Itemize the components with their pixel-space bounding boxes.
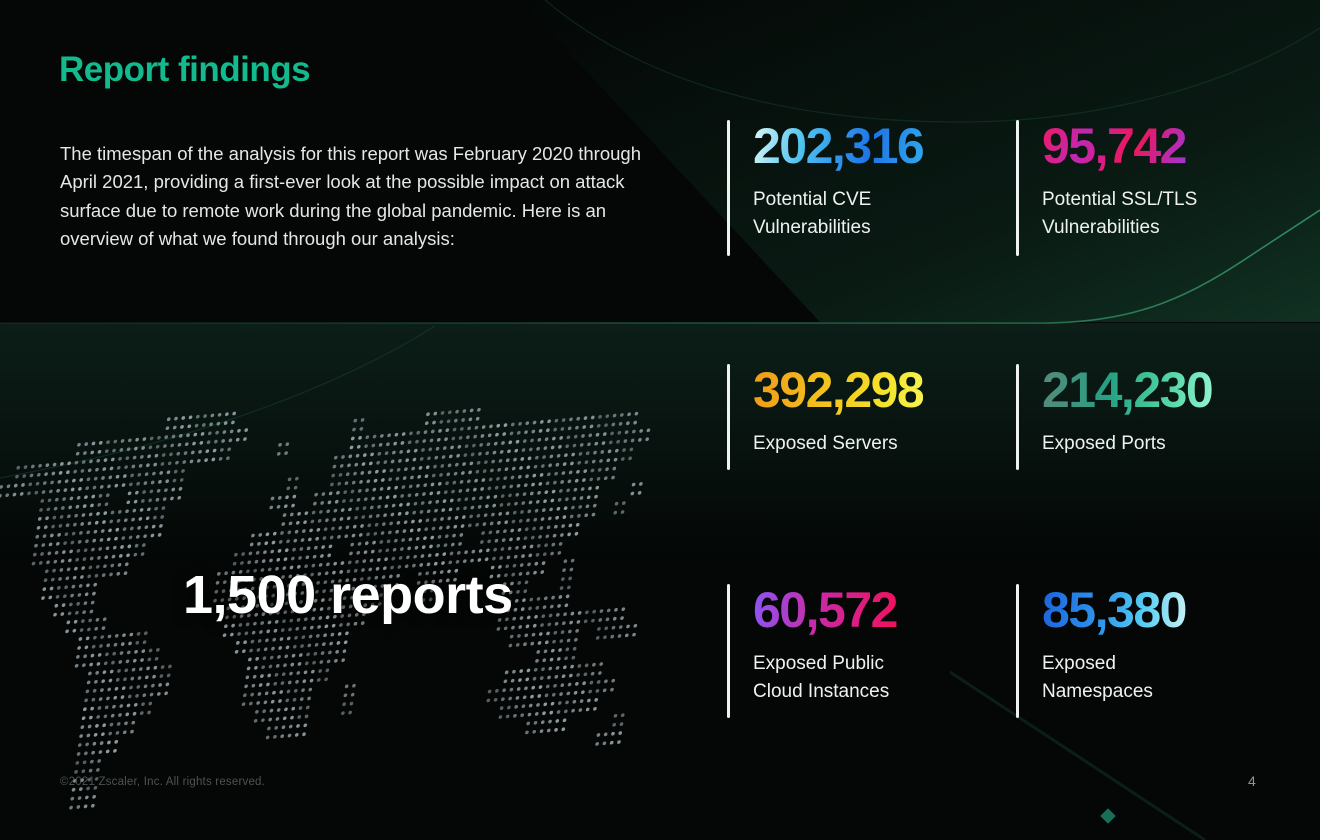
stat-potential-ssl-tls-vulnerabilities: 95,742 Potential SSL/TLS Vulnerabilities xyxy=(1016,120,1197,256)
stat-value: 202,316 xyxy=(753,118,925,174)
stat-value: 392,298 xyxy=(753,362,925,418)
stat-divider-bar xyxy=(1016,364,1019,470)
stat-value: 95,742 xyxy=(1042,120,1197,173)
diamond-accent xyxy=(1100,808,1116,824)
stat-divider-bar xyxy=(1016,584,1019,718)
stat-divider-bar xyxy=(1016,120,1019,256)
stat-divider-bar xyxy=(727,364,730,470)
stat-value: 60,572 xyxy=(753,582,898,638)
stat-label: Exposed Ports xyxy=(1042,430,1212,458)
stat-label: Exposed Public Cloud Instances xyxy=(753,650,897,706)
stat-exposed-servers: 392,298 Exposed Servers xyxy=(727,362,925,470)
stat-label-line: Cloud Instances xyxy=(753,681,890,702)
stat-value: 85,380 xyxy=(1042,582,1187,638)
map-caption: 1,500 reports xyxy=(183,565,513,625)
stat-exposed-namespaces: 85,380 Exposed Namespaces xyxy=(1016,582,1187,718)
stat-label-line: Exposed Ports xyxy=(1042,433,1166,454)
stat-label-line: Exposed Public xyxy=(753,653,884,674)
stat-divider-bar xyxy=(727,120,730,256)
stat-exposed-ports: 214,230 Exposed Ports xyxy=(1016,362,1214,470)
stat-value: 214,230 xyxy=(1042,362,1214,418)
page-title: Report findings xyxy=(59,50,311,89)
page-number: 4 xyxy=(1248,773,1256,789)
stat-label-line: Potential SSL/TLS xyxy=(1042,189,1198,210)
stat-potential-cve-vulnerabilities: 202,316 Potential CVE Vulnerabilities xyxy=(727,118,925,256)
stat-label: Potential SSL/TLS Vulnerabilities xyxy=(1042,186,1197,242)
intro-paragraph: The timespan of the analysis for this re… xyxy=(60,142,641,250)
stat-label-line: Vulnerabilities xyxy=(1042,217,1160,238)
stat-divider-bar xyxy=(727,584,730,718)
stat-label-line: Potential CVE xyxy=(753,189,872,210)
stat-label: Exposed Namespaces xyxy=(1042,650,1186,706)
footer-copyright: ©2021 Zscaler, Inc. All rights reserved. xyxy=(60,776,266,788)
stat-label: Exposed Servers xyxy=(753,430,923,458)
stat-label-line: Exposed Servers xyxy=(753,433,898,454)
stat-label-line: Exposed xyxy=(1042,653,1116,674)
stat-label-line: Vulnerabilities xyxy=(753,217,871,238)
world-map-dotted xyxy=(0,407,651,810)
stat-label: Potential CVE Vulnerabilities xyxy=(753,186,923,242)
stat-exposed-public-cloud-instances: 60,572 Exposed Public Cloud Instances xyxy=(727,582,898,718)
stat-label-line: Namespaces xyxy=(1042,681,1153,702)
